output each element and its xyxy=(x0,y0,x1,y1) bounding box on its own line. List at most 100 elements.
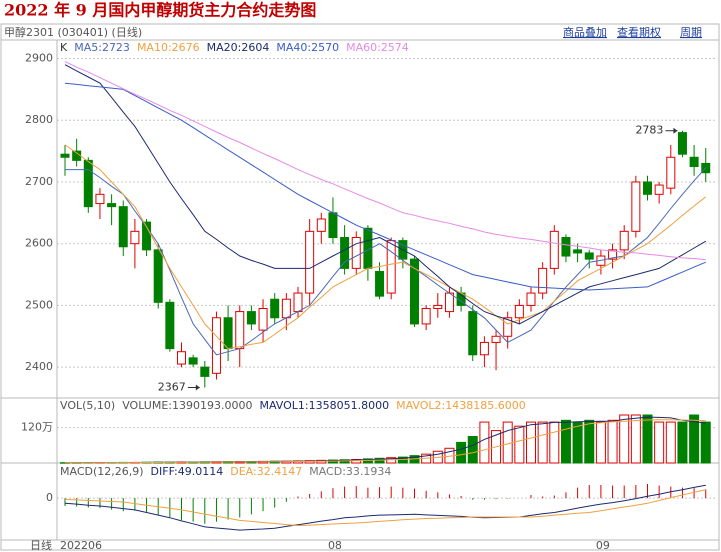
volume-bar xyxy=(537,421,548,464)
y-tick-label: 2800 xyxy=(25,113,53,126)
candle-body xyxy=(293,292,303,313)
candle-body xyxy=(95,193,105,205)
legend-entry: MA20:2604 xyxy=(207,41,270,54)
legend-entry: MA40:2570 xyxy=(276,41,339,54)
candle-body xyxy=(211,317,221,374)
candle-body xyxy=(177,351,186,365)
x-tick-label: 08 xyxy=(328,539,342,552)
link[interactable]: 查看期权 xyxy=(617,25,661,39)
candle-body xyxy=(165,301,175,350)
candle-body xyxy=(351,237,361,269)
frame xyxy=(0,23,720,551)
candle-body xyxy=(153,249,163,303)
candle-body xyxy=(479,341,489,356)
instrument: 甲醇2301 (030401) (日线) xyxy=(4,25,142,39)
legend-entry: MAVOL2:1438185.6000 xyxy=(396,399,526,412)
candle-body xyxy=(468,311,478,356)
legend-entry: MAVOL1:1358051.8000 xyxy=(259,399,389,412)
candle-body xyxy=(258,308,268,331)
y-tick-label: 2900 xyxy=(25,52,53,65)
candle-body xyxy=(386,240,396,294)
candle-body xyxy=(60,153,70,158)
line xyxy=(64,144,707,350)
link[interactable]: 商品叠加 xyxy=(563,25,607,39)
annotation: 2367 xyxy=(158,381,186,394)
candle-body xyxy=(107,203,117,208)
line xyxy=(64,484,706,531)
legend-entry: MA60:2574 xyxy=(346,41,409,54)
y-tick-label: 2500 xyxy=(25,298,53,311)
legend-entry: MA10:2676 xyxy=(137,41,200,54)
candle-body xyxy=(526,292,536,306)
volume-bar xyxy=(700,421,711,464)
line xyxy=(64,82,706,291)
legend-entry: DEA:32.4147 xyxy=(230,465,302,478)
candle-body xyxy=(514,304,524,319)
volume-bar xyxy=(630,414,641,464)
page-title: 2022 年 9 月国内甲醇期货主力合约走势图 xyxy=(4,1,316,20)
volume-bar xyxy=(526,421,536,464)
candle-body xyxy=(305,230,315,294)
volume-bar xyxy=(560,419,571,464)
legend-entry: MACD:33.1934 xyxy=(309,465,391,478)
candle-body xyxy=(421,308,431,325)
volume-bar xyxy=(677,421,688,464)
candle-body xyxy=(573,249,583,254)
legend-entry: VOLUME:1390193.0000 xyxy=(122,399,252,412)
volume-bar xyxy=(689,414,700,464)
candle-body xyxy=(677,132,687,155)
legend-entry: MA5:2723 xyxy=(74,41,130,54)
volume-bar xyxy=(549,421,560,464)
volume-bar xyxy=(351,458,362,464)
line xyxy=(64,489,706,527)
x-tick-label: 202206 xyxy=(60,539,102,552)
candle-body xyxy=(433,304,443,309)
candle-body xyxy=(83,159,93,208)
legend-entry: MACD(12,26,9) xyxy=(60,465,144,478)
candle-body xyxy=(643,181,652,195)
candle-body xyxy=(503,317,513,337)
candle-body xyxy=(340,237,350,269)
volume-bar xyxy=(514,425,525,464)
volume-bar xyxy=(607,419,618,464)
annotation: 2783 xyxy=(635,124,663,137)
volume-bar xyxy=(502,421,513,464)
legend-entry: VOL(5,10) xyxy=(60,399,115,412)
candle-body xyxy=(608,249,618,260)
candle-body xyxy=(130,230,140,245)
candle-body xyxy=(246,311,256,325)
candle-body xyxy=(491,335,501,343)
line xyxy=(64,419,706,464)
candle-body xyxy=(142,221,152,251)
candle-body xyxy=(666,156,676,189)
line xyxy=(64,64,707,325)
candle-body xyxy=(235,311,245,350)
candle-body xyxy=(316,218,326,232)
candle-body xyxy=(631,181,641,232)
line xyxy=(65,167,707,356)
y-tick-label: 2600 xyxy=(25,237,53,250)
volume-bar xyxy=(595,421,606,464)
y-tick-label: 120万 xyxy=(21,421,53,434)
candle-body xyxy=(375,270,385,297)
volume-bar xyxy=(665,421,676,464)
x-axis-label: 日线 xyxy=(30,538,52,552)
y-tick-label: 0 xyxy=(46,491,53,504)
volume-bar xyxy=(467,436,478,464)
annotation-arrowhead xyxy=(673,127,678,134)
link[interactable]: 周期 xyxy=(680,26,702,39)
annotation-arrowhead xyxy=(195,384,200,391)
y-tick-label: 2400 xyxy=(25,360,53,373)
candle-body xyxy=(200,366,210,377)
volume-bar xyxy=(456,441,467,464)
legend-entry: DIFF:49.0114 xyxy=(151,465,224,478)
candle-body xyxy=(689,156,699,168)
volume-bar xyxy=(584,419,595,464)
y-tick-label: 2700 xyxy=(25,175,53,188)
x-tick-label: 09 xyxy=(596,539,610,552)
candle-body xyxy=(118,206,128,248)
volume-bar xyxy=(654,421,665,464)
candle-body xyxy=(188,357,198,365)
candle-body xyxy=(281,298,291,319)
